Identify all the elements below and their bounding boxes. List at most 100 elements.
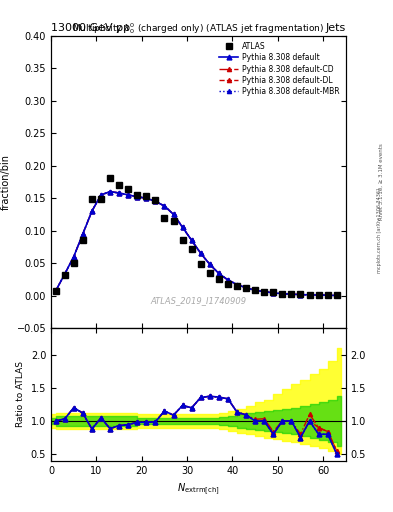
Pythia 8.308 default-MBR — [253, 287, 257, 293]
Pythia 8.308 default-CD — [171, 211, 176, 218]
Pythia 8.308 default-DL — [189, 237, 194, 243]
Pythia 8.308 default-MBR — [316, 292, 321, 298]
Pythia 8.308 default-MBR — [135, 194, 140, 200]
Pythia 8.308 default-MBR — [99, 192, 103, 198]
Pythia 8.308 default — [262, 289, 266, 295]
Pythia 8.308 default-DL — [280, 290, 285, 296]
Pythia 8.308 default — [126, 192, 130, 198]
Pythia 8.308 default-DL — [62, 271, 67, 277]
Pythia 8.308 default — [298, 291, 303, 297]
Pythia 8.308 default-DL — [117, 190, 121, 196]
Pythia 8.308 default-DL — [235, 282, 239, 288]
Pythia 8.308 default-DL — [153, 198, 158, 204]
Pythia 8.308 default — [307, 292, 312, 298]
ATLAS — [298, 291, 303, 297]
ATLAS — [262, 289, 266, 295]
Pythia 8.308 default-CD — [189, 237, 194, 243]
Pythia 8.308 default-CD — [298, 291, 303, 297]
Pythia 8.308 default-MBR — [208, 261, 212, 267]
Pythia 8.308 default-DL — [334, 292, 339, 298]
Pythia 8.308 default — [99, 192, 103, 198]
Pythia 8.308 default-DL — [271, 290, 275, 296]
Pythia 8.308 default-CD — [235, 282, 239, 288]
ATLAS — [217, 276, 221, 283]
Pythia 8.308 default — [244, 285, 248, 291]
Pythia 8.308 default-CD — [253, 287, 257, 293]
Pythia 8.308 default-CD — [280, 290, 285, 296]
Pythia 8.308 default-DL — [180, 224, 185, 230]
Pythia 8.308 default-MBR — [72, 253, 76, 260]
Y-axis label: fraction/bin: fraction/bin — [1, 154, 11, 210]
ATLAS — [90, 197, 94, 203]
Pythia 8.308 default — [334, 292, 339, 298]
Pythia 8.308 default-MBR — [81, 231, 85, 237]
Pythia 8.308 default-DL — [108, 188, 112, 195]
Pythia 8.308 default-MBR — [307, 292, 312, 298]
Pythia 8.308 default-DL — [144, 195, 149, 201]
Pythia 8.308 default — [325, 292, 330, 298]
Line: Pythia 8.308 default-DL: Pythia 8.308 default-DL — [53, 189, 339, 297]
ATLAS — [53, 288, 58, 294]
Legend: ATLAS, Pythia 8.308 default, Pythia 8.308 default-CD, Pythia 8.308 default-DL, P: ATLAS, Pythia 8.308 default, Pythia 8.30… — [217, 39, 342, 98]
ATLAS — [307, 292, 312, 298]
Pythia 8.308 default — [144, 195, 149, 201]
Pythia 8.308 default-MBR — [53, 288, 58, 294]
ATLAS — [62, 272, 67, 278]
ATLAS — [171, 218, 176, 224]
Pythia 8.308 default-MBR — [144, 195, 149, 201]
Pythia 8.308 default-CD — [208, 261, 212, 267]
Pythia 8.308 default-MBR — [217, 270, 221, 276]
Pythia 8.308 default — [62, 271, 67, 277]
ATLAS — [162, 215, 167, 221]
Pythia 8.308 default-MBR — [117, 190, 121, 196]
ATLAS — [244, 285, 248, 291]
Pythia 8.308 default — [189, 237, 194, 243]
ATLAS — [153, 197, 158, 203]
Pythia 8.308 default-DL — [135, 194, 140, 200]
Pythia 8.308 default-DL — [171, 211, 176, 218]
Pythia 8.308 default-MBR — [262, 289, 266, 295]
ATLAS — [316, 292, 321, 298]
Pythia 8.308 default-CD — [126, 192, 130, 198]
Text: mcplots.cern.ch [arXiv:1306.3436]: mcplots.cern.ch [arXiv:1306.3436] — [377, 188, 382, 273]
ATLAS — [208, 270, 212, 276]
Pythia 8.308 default-DL — [162, 203, 167, 209]
Pythia 8.308 default — [226, 277, 230, 283]
ATLAS — [180, 237, 185, 243]
Pythia 8.308 default-CD — [72, 253, 76, 260]
ATLAS — [189, 246, 194, 252]
Pythia 8.308 default-MBR — [226, 277, 230, 283]
Pythia 8.308 default-CD — [325, 292, 330, 298]
Pythia 8.308 default-CD — [262, 288, 266, 294]
ATLAS — [135, 192, 140, 198]
Pythia 8.308 default — [235, 282, 239, 288]
ATLAS — [198, 261, 203, 267]
Pythia 8.308 default — [198, 250, 203, 257]
Text: 13000 GeV pp: 13000 GeV pp — [51, 23, 130, 33]
Pythia 8.308 default-MBR — [289, 291, 294, 297]
Pythia 8.308 default-CD — [135, 194, 140, 200]
Pythia 8.308 default-MBR — [126, 192, 130, 198]
Pythia 8.308 default-DL — [90, 208, 94, 214]
Pythia 8.308 default — [53, 288, 58, 294]
ATLAS — [271, 289, 275, 295]
Pythia 8.308 default-DL — [217, 270, 221, 276]
Pythia 8.308 default — [153, 198, 158, 204]
Pythia 8.308 default-CD — [244, 285, 248, 291]
ATLAS — [253, 287, 257, 293]
Pythia 8.308 default — [253, 287, 257, 293]
Pythia 8.308 default-CD — [271, 290, 275, 296]
Pythia 8.308 default — [208, 261, 212, 267]
Pythia 8.308 default-MBR — [198, 250, 203, 257]
Pythia 8.308 default-DL — [99, 192, 103, 198]
Pythia 8.308 default-DL — [126, 192, 130, 198]
Line: Pythia 8.308 default-CD: Pythia 8.308 default-CD — [53, 189, 339, 297]
Pythia 8.308 default-CD — [153, 198, 158, 204]
Pythia 8.308 default-MBR — [153, 198, 158, 204]
ATLAS — [108, 175, 112, 181]
Text: Rivet 3.1.10, ≥ 3.1M events: Rivet 3.1.10, ≥ 3.1M events — [379, 143, 384, 220]
Pythia 8.308 default-CD — [53, 288, 58, 294]
Pythia 8.308 default-CD — [81, 231, 85, 237]
Pythia 8.308 default — [316, 292, 321, 298]
Pythia 8.308 default — [135, 194, 140, 200]
